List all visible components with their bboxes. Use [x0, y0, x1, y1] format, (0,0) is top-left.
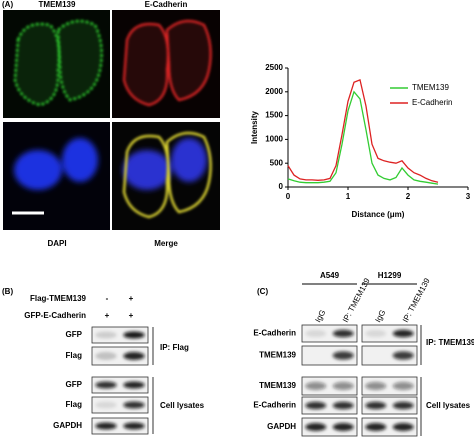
blot-band: [365, 382, 387, 390]
image-label: TMEM139: [39, 0, 76, 9]
blot-row-label: E-Cadherin: [253, 401, 296, 410]
data-line: [287, 79, 439, 183]
y-tick-label: 1500: [265, 111, 283, 120]
blot-group-label: Cell lysates: [426, 401, 471, 410]
condition-mark: -: [106, 294, 109, 303]
blot-band: [332, 401, 354, 410]
x-tick-label: 1: [346, 192, 351, 201]
blot-frame: [91, 396, 149, 414]
blot-band: [305, 382, 327, 390]
x-axis-label: Distance (μm): [352, 210, 405, 219]
blot-band: [365, 423, 387, 431]
blot-group-label: Cell lysates: [160, 401, 205, 410]
blot-row-label: GAPDH: [267, 422, 296, 431]
blot-band: [332, 423, 354, 431]
panel-label: (A): [2, 0, 13, 9]
blot-frame: [91, 346, 149, 366]
blot-row-label: GAPDH: [53, 421, 82, 430]
lane-label: IP: TMEM139: [341, 276, 372, 324]
blot-band: [95, 352, 117, 360]
y-tick-label: 0: [279, 182, 284, 191]
condition-label: Flag-TMEM139: [30, 294, 87, 303]
blot-frame: [301, 324, 358, 343]
blot-row-label: TMEM139: [259, 351, 296, 360]
x-tick-label: 0: [286, 192, 291, 201]
blot-frame: [361, 376, 418, 396]
blot-band: [95, 401, 117, 409]
y-tick-label: 500: [270, 158, 284, 167]
blot-row-label: GFP: [66, 380, 83, 389]
blot-frame: [301, 417, 358, 437]
panel-label: (C): [257, 287, 268, 296]
lane-label: IP: TMEM139: [401, 276, 432, 324]
blot-band: [305, 401, 327, 410]
micrographs: [3, 10, 220, 230]
blot-frame: [361, 396, 418, 415]
blot-band: [392, 329, 414, 338]
image-label: Merge: [154, 239, 178, 248]
image-label: E-Cadherin: [145, 0, 188, 9]
blot-frame: [301, 396, 358, 415]
condition-mark: +: [129, 294, 134, 303]
blot-frame: [361, 345, 418, 366]
condition-mark: +: [105, 311, 110, 320]
blot-band: [392, 423, 414, 431]
blot-frame: [91, 417, 149, 435]
y-tick-label: 1000: [265, 135, 283, 144]
blot-row-label: TMEM139: [259, 381, 296, 390]
blot-frame: [361, 324, 418, 343]
blot-band: [123, 422, 145, 430]
blot-band: [365, 329, 387, 338]
blot-band: [305, 423, 327, 431]
lane-label: IgG: [373, 308, 387, 324]
blot-band: [392, 382, 414, 390]
x-tick-label: 2: [406, 192, 411, 201]
data-line: [287, 90, 439, 185]
y-tick-label: 2000: [265, 87, 283, 96]
blot-frame: [361, 417, 418, 437]
blot-band: [123, 352, 145, 360]
image-label: DAPI: [47, 239, 66, 248]
condition-label: GFP-E-Cadherin: [24, 311, 86, 320]
blot-band: [95, 331, 117, 339]
blot-row-label: GFP: [66, 330, 83, 339]
x-tick-label: 3: [466, 192, 471, 201]
blot-band: [123, 331, 145, 339]
blot-band: [95, 422, 117, 430]
panel-label: (B): [2, 287, 13, 296]
blot-group-label: IP: TMEM139: [426, 338, 474, 347]
blot-band: [392, 351, 414, 360]
blot-frame: [301, 345, 358, 366]
blot-frame: [91, 326, 149, 344]
lane-label: IgG: [313, 308, 327, 324]
blot-row-label: E-Cadherin: [253, 329, 296, 338]
blot-band: [95, 381, 117, 389]
cell-line-label: H1299: [378, 271, 402, 280]
condition-mark: +: [129, 311, 134, 320]
y-tick-label: 2500: [265, 63, 283, 72]
blot-band: [332, 382, 354, 390]
blot-row-label: Flag: [66, 351, 83, 360]
legend-label: E-Cadherin: [412, 98, 452, 107]
blot-band: [392, 401, 414, 410]
blot-band: [332, 351, 354, 360]
blot-band: [332, 329, 354, 338]
legend-label: TMEM139: [412, 83, 449, 92]
blot-band: [123, 401, 145, 409]
blot-frame: [91, 376, 149, 394]
blot-band: [305, 329, 327, 338]
blot-band: [123, 381, 145, 389]
cell-line-label: A549: [320, 271, 340, 280]
blot-row-label: Flag: [66, 400, 83, 409]
blot-group-label: IP: Flag: [160, 343, 189, 352]
blot-band: [365, 401, 387, 410]
blot-frame: [301, 376, 358, 396]
y-axis-label: Intensity: [250, 111, 259, 144]
